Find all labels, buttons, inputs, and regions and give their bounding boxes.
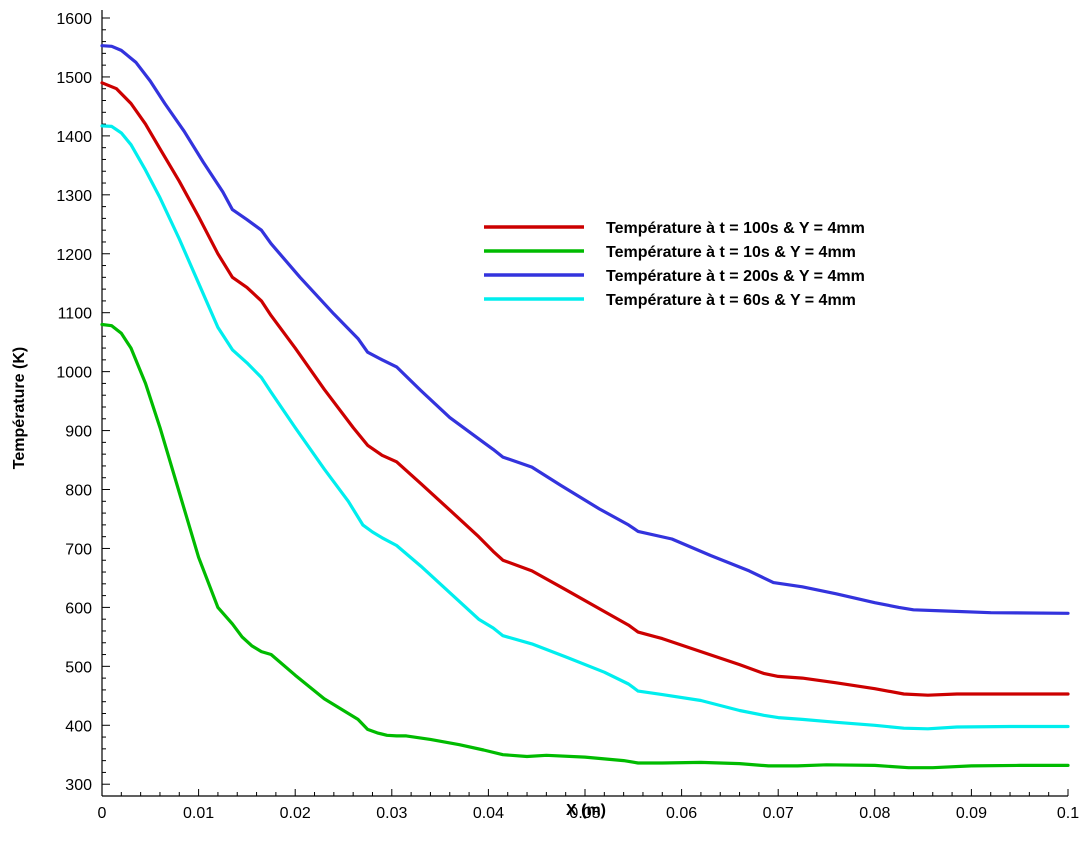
x-tick-label: 0.1: [1057, 805, 1079, 822]
y-tick-label: 500: [65, 659, 92, 676]
y-tick-label: 1200: [56, 247, 92, 264]
y-tick-label: 800: [65, 483, 92, 500]
y-tick-label: 1500: [56, 70, 92, 87]
y-tick-label: 1300: [56, 188, 92, 205]
axes: 0 0.01 0.02 0.03 0.04 0.05 0.06 0.07 0.08 0.09 0.1…: [56, 10, 1079, 822]
x-axis-label: X (m): [566, 802, 606, 819]
x-tick-label: 0: [98, 805, 107, 822]
x-tick-label: 0.01: [183, 805, 214, 822]
y-tick-label: 1000: [56, 365, 92, 382]
legend-label-1: Température à t = 100s & Y = 4mm: [606, 220, 865, 237]
legend-label-3: Température à t = 200s & Y = 4mm: [606, 268, 865, 285]
y-axis-label: Température (K): [11, 347, 28, 469]
legend-label-4: Température à t = 60s & Y = 4mm: [606, 292, 856, 309]
y-tick-label: 1100: [58, 306, 93, 323]
x-tick-label: 0.08: [859, 805, 890, 822]
series-line-2: [102, 325, 1068, 768]
x-tick-label: 0.03: [376, 805, 407, 822]
y-tick-label: 900: [65, 424, 92, 441]
y-tick-label: 1600: [56, 11, 92, 28]
y-tick-label: 600: [65, 600, 92, 617]
legend-label-2: Température à t = 10s & Y = 4mm: [606, 244, 856, 261]
series-line-3: [102, 46, 1068, 614]
legend: Température à t = 100s & Y = 4mm Températ…: [484, 220, 865, 309]
x-tick-label: 0.02: [280, 805, 311, 822]
series-line-1: [102, 83, 1068, 695]
x-tick-label: 0.07: [763, 805, 794, 822]
series-layer: [102, 46, 1068, 768]
x-tick-label: 0.06: [666, 805, 697, 822]
y-tick-label: 300: [65, 777, 92, 794]
y-tick-label: 1400: [56, 129, 92, 146]
x-tick-label: 0.09: [956, 805, 987, 822]
x-tick-label: 0.04: [473, 805, 504, 822]
y-tick-label: 400: [65, 718, 92, 735]
series-line-4: [102, 126, 1068, 729]
y-tick-label: 700: [65, 541, 92, 558]
